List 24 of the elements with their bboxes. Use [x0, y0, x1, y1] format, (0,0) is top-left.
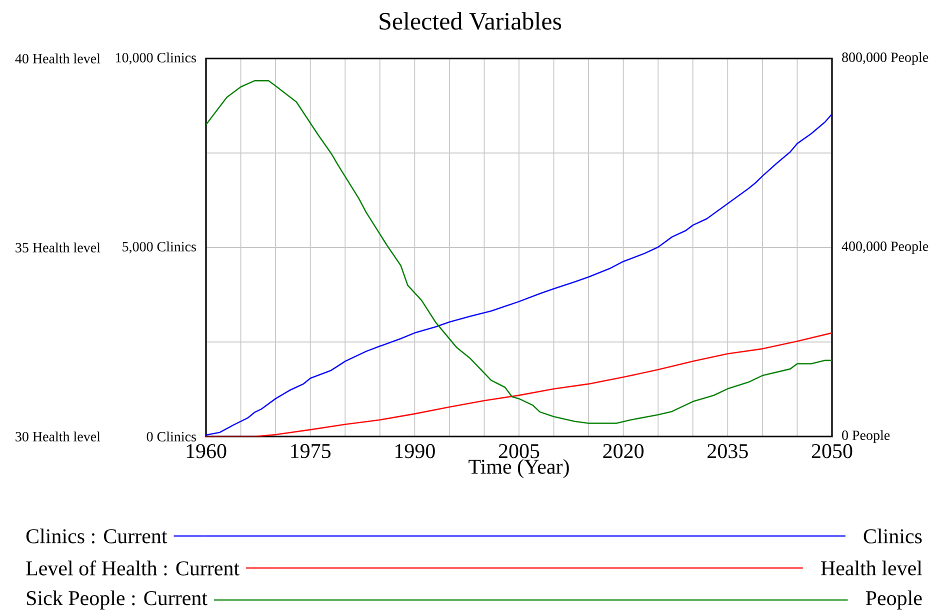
legend-label: Level of Health : Current [26, 560, 240, 576]
y-tick-label: 10,000 Clinics [116, 52, 196, 64]
x-tick-label: 2020 [603, 444, 644, 458]
y3-tick-label: 0 People [842, 430, 890, 443]
chart-title: Selected Variables [380, 12, 562, 30]
x-tick-label: 2035 [708, 444, 748, 458]
x-tick-label: 2050 [812, 444, 852, 458]
x-tick-label: 1990 [396, 444, 435, 458]
y3-tick-label: 400,000 People [842, 241, 928, 254]
legend-label: Clinics : Current [26, 528, 168, 544]
y2-tick-label: 35 Health level [16, 242, 100, 252]
x-tick-label: 2005 [498, 444, 540, 458]
x-tick-label: 1960 [186, 444, 226, 458]
legend-label: Sick People : Current [26, 590, 208, 610]
y-tick-label: 0 Clinics [146, 432, 196, 442]
text: Health level [821, 560, 922, 576]
text: Clinics [864, 528, 922, 544]
y2-tick-label: 30 Health level [16, 432, 100, 442]
y3-tick-label: 800,000 People [842, 52, 928, 65]
x-axis-title: Time (Year) [468, 459, 569, 478]
y-tick-label: 5,000 Clinics [122, 242, 196, 254]
text: People [866, 590, 922, 610]
x-tick-label: 1975 [291, 444, 331, 458]
y2-tick-label: 40 Health level [15, 54, 100, 64]
